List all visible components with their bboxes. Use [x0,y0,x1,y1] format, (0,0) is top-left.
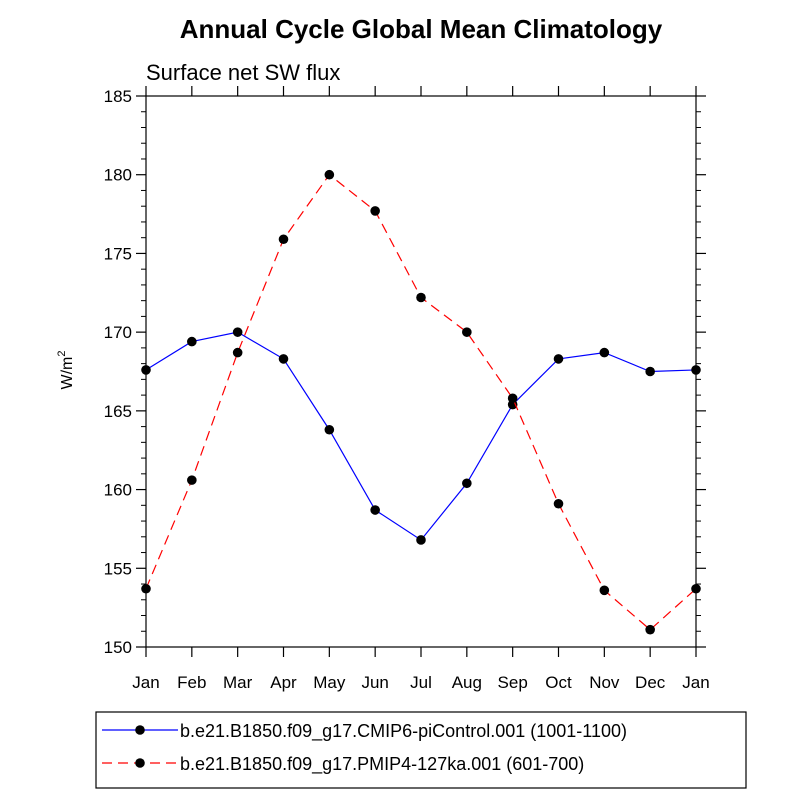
x-tick-label: Apr [270,673,297,692]
legend-item: b.e21.B1850.f09_g17.CMIP6-piControl.001 … [102,721,627,742]
data-point [645,366,655,377]
x-tick-label: Jun [361,673,388,692]
y-tick-label: 160 [104,481,132,500]
chart-subtitle: Surface net SW flux [146,60,340,85]
y-tick-label: 155 [104,559,132,578]
data-point [278,234,289,245]
x-tick-label: Mar [223,673,253,692]
y-tick-label: 150 [104,638,132,657]
data-point [278,354,289,364]
x-tick-label: Sep [498,673,528,692]
x-tick-label: May [313,673,346,692]
data-point [462,478,472,489]
data-point [645,624,655,635]
data-point [324,424,335,435]
data-point [553,354,564,364]
data-point [507,393,518,404]
series-line [145,173,697,631]
legend-item: b.e21.B1850.f09_g17.PMIP4-127ka.001 (601… [102,754,584,775]
legend-marker [135,758,145,768]
data-point [370,505,380,515]
legend-label: b.e21.B1850.f09_g17.PMIP4-127ka.001 (601… [180,754,584,775]
y-tick-label: 175 [104,244,132,263]
chart-title: Annual Cycle Global Mean Climatology [180,14,663,44]
x-tick-label: Nov [589,673,620,692]
axis-ticks [136,86,706,657]
x-tick-labels: Jan Feb Mar Apr May Jun Jul Aug Sep Oct Nov Dec Jan [132,673,709,692]
legend-label: b.e21.B1850.f09_g17.CMIP6-piControl.001 … [180,721,627,742]
x-tick-label: Jul [410,673,432,692]
legend-marker [135,725,145,735]
data-point [691,583,701,594]
series-layer [141,169,701,635]
y-tick-label: 165 [104,402,132,421]
data-point [232,327,243,337]
data-point [232,347,243,358]
series-2 [141,169,701,635]
data-point [599,585,610,596]
y-axis-label: W/m2 [56,351,76,390]
data-point [141,365,151,375]
data-point [324,169,335,180]
data-point [141,583,151,594]
data-point [187,475,197,485]
x-tick-label: Oct [545,673,572,692]
data-point [553,498,564,509]
data-point [370,206,380,216]
x-tick-label: Jan [682,673,709,692]
data-point [416,292,426,303]
legend-box [95,711,747,789]
y-axis-label-unit: W/m [59,357,76,390]
x-tick-label: Feb [177,673,206,692]
y-tick-label: 185 [104,87,132,106]
y-tick-label: 180 [104,166,132,185]
plot-frame [145,95,697,648]
x-tick-label: Jan [132,673,159,692]
x-tick-label: Aug [452,673,482,692]
data-point [187,336,197,347]
legend: b.e21.B1850.f09_g17.CMIP6-piControl.001 … [95,711,747,789]
data-point [691,365,701,375]
series-line [145,331,697,541]
data-point [462,327,472,337]
y-axis-label-superscript: 2 [56,351,68,357]
y-tick-label: 170 [104,323,132,342]
x-tick-label: Dec [635,673,666,692]
data-point [599,347,610,358]
series-1 [141,327,701,545]
svg-text:W/m2: W/m2 [56,351,76,390]
data-point [416,535,426,545]
y-tick-labels: 150 155 160 165 170 175 180 185 [104,87,132,657]
